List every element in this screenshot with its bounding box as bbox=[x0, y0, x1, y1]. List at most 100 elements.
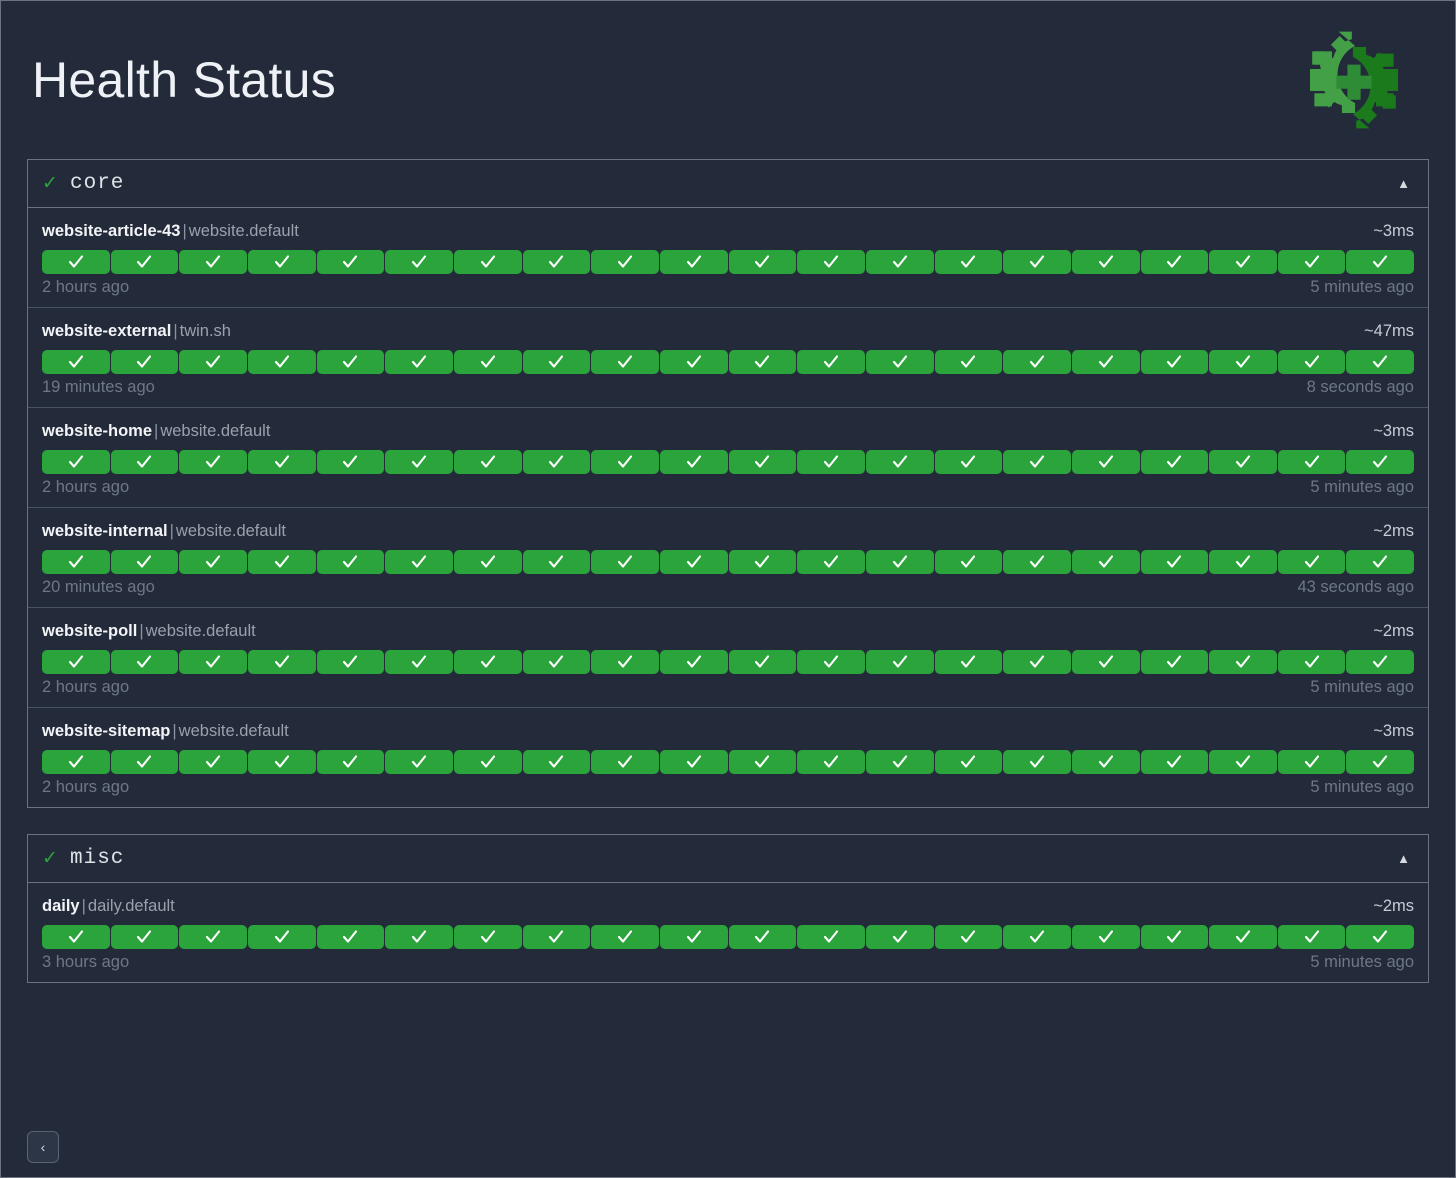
status-bar-up[interactable] bbox=[728, 650, 797, 674]
status-bar-up[interactable] bbox=[385, 925, 453, 949]
status-bar-up[interactable] bbox=[591, 925, 659, 949]
status-bar-up[interactable] bbox=[659, 350, 728, 374]
status-bar-up[interactable] bbox=[1346, 925, 1415, 949]
chevron-left-icon[interactable]: ‹ bbox=[27, 1131, 59, 1163]
status-bar-up[interactable] bbox=[1209, 750, 1277, 774]
status-bar-up[interactable] bbox=[1209, 450, 1277, 474]
status-bar-up[interactable] bbox=[316, 350, 385, 374]
status-bar-up[interactable] bbox=[42, 250, 110, 274]
status-bar-up[interactable] bbox=[453, 350, 522, 374]
status-bar-up[interactable] bbox=[42, 550, 110, 574]
status-bar-up[interactable] bbox=[453, 925, 522, 949]
status-bar-up[interactable] bbox=[1071, 650, 1140, 674]
service-row[interactable]: website-article-43 | website.default ~3ms 2 … bbox=[28, 208, 1428, 308]
status-bar-up[interactable] bbox=[797, 250, 865, 274]
status-bar-up[interactable] bbox=[1003, 350, 1071, 374]
service-row[interactable]: website-external | twin.sh ~47ms 19 minutes … bbox=[28, 308, 1428, 408]
status-bar-up[interactable] bbox=[1277, 450, 1346, 474]
status-bar-up[interactable] bbox=[659, 250, 728, 274]
status-bar-up[interactable] bbox=[1277, 250, 1346, 274]
status-bar-up[interactable] bbox=[1346, 350, 1415, 374]
status-bar-up[interactable] bbox=[453, 450, 522, 474]
status-bar-up[interactable] bbox=[247, 750, 316, 774]
status-bar-up[interactable] bbox=[591, 750, 659, 774]
status-bar-up[interactable] bbox=[110, 750, 179, 774]
status-bar-up[interactable] bbox=[1071, 450, 1140, 474]
status-bar-up[interactable] bbox=[316, 925, 385, 949]
status-bar-up[interactable] bbox=[659, 925, 728, 949]
status-bar-up[interactable] bbox=[179, 250, 247, 274]
status-bar-up[interactable] bbox=[385, 450, 453, 474]
status-bar-up[interactable] bbox=[110, 925, 179, 949]
status-bar-up[interactable] bbox=[522, 250, 591, 274]
status-bar-up[interactable] bbox=[316, 550, 385, 574]
status-bar-up[interactable] bbox=[1071, 250, 1140, 274]
status-bar-up[interactable] bbox=[385, 250, 453, 274]
status-bar-up[interactable] bbox=[1003, 750, 1071, 774]
status-bar-up[interactable] bbox=[453, 550, 522, 574]
status-bar-up[interactable] bbox=[522, 925, 591, 949]
status-bar-up[interactable] bbox=[453, 750, 522, 774]
status-bar-up[interactable] bbox=[728, 350, 797, 374]
status-bar-up[interactable] bbox=[797, 350, 865, 374]
triangle-up-icon[interactable]: ▲ bbox=[1397, 176, 1410, 191]
status-bar-up[interactable] bbox=[659, 650, 728, 674]
status-bar-up[interactable] bbox=[1140, 750, 1209, 774]
status-bar-up[interactable] bbox=[591, 550, 659, 574]
status-bar-up[interactable] bbox=[934, 250, 1003, 274]
status-bar-up[interactable] bbox=[179, 750, 247, 774]
status-bar-up[interactable] bbox=[934, 925, 1003, 949]
status-bar-up[interactable] bbox=[179, 925, 247, 949]
status-bar-up[interactable] bbox=[1071, 350, 1140, 374]
status-bar-up[interactable] bbox=[1003, 650, 1071, 674]
status-bar-up[interactable] bbox=[110, 450, 179, 474]
status-bar-up[interactable] bbox=[522, 450, 591, 474]
status-bar-up[interactable] bbox=[934, 650, 1003, 674]
status-bar-up[interactable] bbox=[728, 550, 797, 574]
status-bar-up[interactable] bbox=[865, 750, 934, 774]
status-bar-up[interactable] bbox=[179, 350, 247, 374]
service-row[interactable]: website-internal | website.default ~2ms 20 m… bbox=[28, 508, 1428, 608]
status-bar-up[interactable] bbox=[1209, 550, 1277, 574]
status-bar-up[interactable] bbox=[1140, 250, 1209, 274]
status-bar-up[interactable] bbox=[1003, 550, 1071, 574]
status-bar-up[interactable] bbox=[934, 450, 1003, 474]
status-bar-up[interactable] bbox=[1277, 925, 1346, 949]
status-bar-up[interactable] bbox=[659, 750, 728, 774]
service-row[interactable]: website-poll | website.default ~2ms 2 hours … bbox=[28, 608, 1428, 708]
status-bar-up[interactable] bbox=[865, 650, 934, 674]
status-bar-up[interactable] bbox=[865, 550, 934, 574]
status-bar-up[interactable] bbox=[728, 450, 797, 474]
status-bar-up[interactable] bbox=[42, 750, 110, 774]
status-bar-up[interactable] bbox=[110, 650, 179, 674]
status-bar-up[interactable] bbox=[453, 650, 522, 674]
status-bar-up[interactable] bbox=[316, 650, 385, 674]
status-bar-up[interactable] bbox=[385, 750, 453, 774]
status-bar-up[interactable] bbox=[179, 450, 247, 474]
status-bar-up[interactable] bbox=[659, 550, 728, 574]
status-bar-up[interactable] bbox=[522, 750, 591, 774]
status-bar-up[interactable] bbox=[797, 650, 865, 674]
status-bar-up[interactable] bbox=[42, 650, 110, 674]
status-bar-up[interactable] bbox=[1346, 650, 1415, 674]
status-bar-up[interactable] bbox=[247, 925, 316, 949]
status-bar-up[interactable] bbox=[1209, 925, 1277, 949]
status-bar-up[interactable] bbox=[42, 450, 110, 474]
status-bar-up[interactable] bbox=[591, 350, 659, 374]
status-bar-up[interactable] bbox=[385, 350, 453, 374]
service-row[interactable]: website-home | website.default ~3ms 2 hours … bbox=[28, 408, 1428, 508]
status-bar-up[interactable] bbox=[865, 350, 934, 374]
status-bar-up[interactable] bbox=[522, 550, 591, 574]
status-bar-up[interactable] bbox=[1277, 350, 1346, 374]
status-bar-up[interactable] bbox=[1277, 750, 1346, 774]
status-bar-up[interactable] bbox=[591, 250, 659, 274]
status-bar-up[interactable] bbox=[1003, 450, 1071, 474]
status-bar-up[interactable] bbox=[1346, 750, 1415, 774]
status-bar-up[interactable] bbox=[1346, 250, 1415, 274]
status-bar-up[interactable] bbox=[42, 350, 110, 374]
status-bar-up[interactable] bbox=[1346, 550, 1415, 574]
status-bar-up[interactable] bbox=[865, 450, 934, 474]
status-bar-up[interactable] bbox=[797, 925, 865, 949]
status-bar-up[interactable] bbox=[316, 750, 385, 774]
status-bar-up[interactable] bbox=[1346, 450, 1415, 474]
